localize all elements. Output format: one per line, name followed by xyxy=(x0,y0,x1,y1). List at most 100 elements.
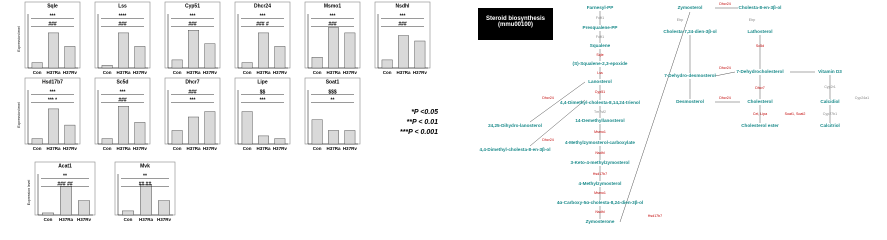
x-tick-label: Con xyxy=(33,146,42,151)
figure: Steroid biosynthesis (mmu00100) *P <0.05… xyxy=(17,1,869,224)
chart-title: Cyp51 xyxy=(185,3,200,9)
bar xyxy=(188,30,199,69)
title-holder: Steroid biosynthesis (mmu00100) xyxy=(485,16,545,28)
bar xyxy=(258,135,269,145)
chart-title: Nsdhl xyxy=(396,3,411,9)
enzyme-label: Dhcr24 xyxy=(542,138,554,142)
enzyme-label: Nsdhl xyxy=(595,151,604,155)
enzyme-label: Sc5d xyxy=(756,44,764,48)
bar xyxy=(258,32,269,69)
pathway-node: Presqualene-PP xyxy=(583,25,618,30)
significance-label: *** xyxy=(190,97,196,103)
significance-legend: *P <0.05 **P < 0.01 ***P < 0.001 xyxy=(400,109,438,136)
bar xyxy=(241,62,253,69)
bar xyxy=(311,119,323,145)
enzyme-label: Nsdhl xyxy=(595,210,604,214)
enzyme-label: Cyp24a1 xyxy=(855,96,869,100)
bar xyxy=(344,130,356,145)
bar xyxy=(31,138,43,145)
x-tick-label: Con xyxy=(103,70,112,75)
pathway-node: 7-Dehydrocholesterol xyxy=(736,69,783,74)
enzyme-label: Dhcr24 xyxy=(719,2,731,6)
x-tick-label: Con xyxy=(243,70,252,75)
enzyme-label: Hsd17b7 xyxy=(648,214,662,218)
chart-title: Hsd17b7 xyxy=(42,79,63,85)
enzyme-label: Cyp2r1 xyxy=(824,85,836,89)
pathway-node: 4α-Carboxy-5α-cholesta-8,24-dien-3β-ol xyxy=(557,200,643,205)
significance-label: ** xyxy=(63,173,67,179)
bar xyxy=(48,108,59,145)
pathway-node: 14-Demethyllanosterol xyxy=(575,118,624,123)
x-tick-label: Con xyxy=(44,217,53,222)
x-tick-label: Con xyxy=(33,70,42,75)
pathway-node: 4,4-Dimethyl-cholesta-8,14,24-trienol xyxy=(560,100,640,105)
significance-label: ### xyxy=(188,21,197,27)
pathway-node: Calcidiol xyxy=(820,99,839,104)
enzyme-label: Dhcr24 xyxy=(719,96,731,100)
pathway-node: 4,4-Dimethyl-cholesta-8-en-3β-ol xyxy=(480,147,551,152)
x-tick-label: H37Ra xyxy=(116,146,131,151)
bar xyxy=(311,57,323,69)
enzyme-label: Hsd17b7 xyxy=(593,172,607,176)
enzyme-label: Dhcr24 xyxy=(542,96,554,100)
pathway-node: Cholesterol ester xyxy=(741,123,779,128)
bar xyxy=(328,27,339,69)
significance-label: *** xyxy=(190,13,196,19)
y-axis-label: Expression level xyxy=(17,102,21,128)
bar xyxy=(64,124,76,145)
bar xyxy=(344,32,356,69)
enzyme-label: Cel, Lipa xyxy=(753,112,767,116)
x-tick-label: H37Rv xyxy=(413,70,428,75)
significance-label: ** xyxy=(143,173,147,179)
bar xyxy=(171,130,183,145)
chart-title: Msmo1 xyxy=(324,3,341,9)
bar xyxy=(274,138,286,145)
x-tick-label: H37Rv xyxy=(343,70,358,75)
title-box xyxy=(478,8,553,40)
diagram-title: Steroid biosynthesis (mmu00100) xyxy=(485,16,545,28)
chart-title: Lipe xyxy=(257,79,267,85)
x-tick-label: H37Rv xyxy=(157,217,172,222)
chart-title: Mvk xyxy=(140,163,150,169)
significance-label: ** xyxy=(331,97,335,103)
x-tick-label: H37Ra xyxy=(59,217,74,222)
chart-title: Soat1 xyxy=(326,79,340,85)
enzyme-label: Dhcr24 xyxy=(719,66,731,70)
bar xyxy=(118,105,129,145)
significance-label: **** xyxy=(119,13,127,19)
x-tick-label: H37Ra xyxy=(116,70,131,75)
x-tick-label: H37Ra xyxy=(139,217,154,222)
pathway-node: Calcitriol xyxy=(820,123,840,128)
x-tick-label: Con xyxy=(103,146,112,151)
pathway-node: Desmosterol xyxy=(676,99,704,104)
pathway-node: Vitamin D3 xyxy=(818,69,842,74)
x-tick-label: H37Rv xyxy=(63,70,78,75)
arrow xyxy=(529,81,586,123)
x-tick-label: Con xyxy=(313,146,322,151)
pathway-node: Farnesyl-PP xyxy=(587,5,614,10)
arrow xyxy=(529,99,586,147)
pathway-node: 4-Methylzymosterol-carboxylate xyxy=(565,140,635,145)
enzyme-label: Sqle xyxy=(596,53,603,57)
bar xyxy=(188,116,199,145)
bar xyxy=(158,200,170,216)
x-tick-label: H37Rv xyxy=(343,146,358,151)
x-tick-label: Con xyxy=(383,70,392,75)
page: Steroid biosynthesis (mmu00100) *P <0.05… xyxy=(16,1,870,225)
bar xyxy=(134,46,146,69)
arrow xyxy=(619,11,691,223)
pathway-node: 4-Methylzymosterol xyxy=(579,181,622,186)
bar xyxy=(42,212,54,216)
chart-title: Lss xyxy=(118,3,127,9)
significance-label: *** * xyxy=(48,97,57,103)
bar xyxy=(171,59,183,69)
enzyme-label: Soat1, Soat2 xyxy=(785,112,806,116)
pathway-node: Zymosterol xyxy=(678,5,703,10)
significance-label: *** xyxy=(260,13,266,19)
bar xyxy=(64,46,76,69)
bar xyxy=(398,35,409,69)
pathway-node: 24,25-Dihydro-lanosterol xyxy=(488,123,542,128)
pathway-node: 7-Dehydro-desmosterol xyxy=(664,73,716,78)
significance-label: *** xyxy=(260,97,266,103)
legend-line: ***P < 0.001 xyxy=(400,129,438,136)
